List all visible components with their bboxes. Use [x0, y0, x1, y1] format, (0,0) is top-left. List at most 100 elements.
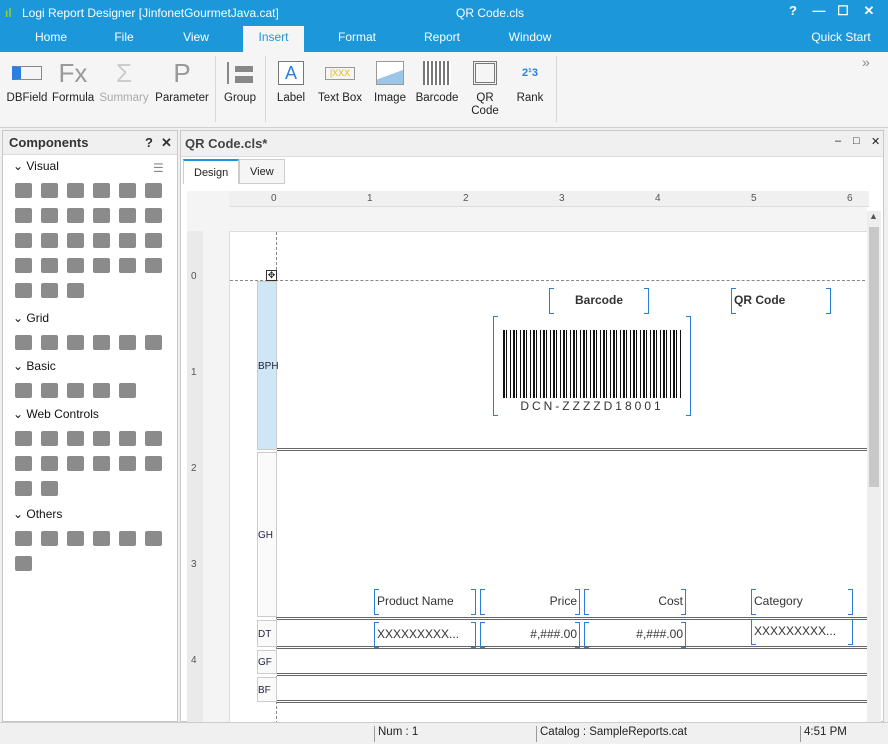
- dbfield-button[interactable]: DBField: [6, 58, 48, 104]
- help-button[interactable]: ?: [789, 3, 797, 18]
- band-divider[interactable]: [277, 673, 870, 676]
- component-icon[interactable]: [41, 183, 58, 198]
- component-icon[interactable]: [93, 335, 110, 350]
- image-button[interactable]: Image: [370, 58, 410, 104]
- barcode-button[interactable]: Barcode: [414, 58, 460, 104]
- component-icon[interactable]: [93, 233, 110, 248]
- column-header-category[interactable]: Category: [751, 589, 853, 615]
- component-icon[interactable]: [41, 383, 58, 398]
- summary-button[interactable]: Σ Summary: [98, 58, 150, 105]
- component-icon[interactable]: [145, 531, 162, 546]
- minimize-button[interactable]: —: [812, 3, 826, 18]
- quick-start-button[interactable]: Quick Start: [811, 30, 871, 44]
- component-icon[interactable]: [41, 456, 58, 471]
- barcode-header-label[interactable]: Barcode: [549, 288, 649, 314]
- component-icon[interactable]: [67, 383, 84, 398]
- tab-format[interactable]: Format: [337, 30, 376, 44]
- formula-button[interactable]: Fx Formula: [52, 58, 94, 105]
- barcode-object[interactable]: DCN-ZZZZD18001: [493, 316, 691, 416]
- textbox-button[interactable]: |XXX Text Box: [315, 58, 365, 104]
- component-icon[interactable]: [15, 431, 32, 446]
- component-icon[interactable]: [15, 283, 32, 298]
- detail-category[interactable]: XXXXXXXXX...: [751, 619, 853, 645]
- component-icon[interactable]: [67, 183, 84, 198]
- component-icon[interactable]: [145, 233, 162, 248]
- component-icon[interactable]: [119, 208, 136, 223]
- component-icon[interactable]: [67, 233, 84, 248]
- section-basic[interactable]: ⌄ Basic: [13, 359, 56, 373]
- component-icon[interactable]: [41, 335, 58, 350]
- component-icon[interactable]: [119, 531, 136, 546]
- component-icon[interactable]: [93, 431, 110, 446]
- component-icon[interactable]: [93, 258, 110, 273]
- component-icon[interactable]: [15, 183, 32, 198]
- component-icon[interactable]: [119, 383, 136, 398]
- component-icon[interactable]: [15, 233, 32, 248]
- tab-file[interactable]: File: [114, 30, 134, 44]
- close-button[interactable]: ✕: [863, 3, 875, 18]
- ribbon-expand-button[interactable]: »: [862, 54, 870, 70]
- band-divider[interactable]: [277, 448, 870, 451]
- component-icon[interactable]: [93, 208, 110, 223]
- component-icon[interactable]: [41, 233, 58, 248]
- component-icon[interactable]: [41, 208, 58, 223]
- group-button[interactable]: Group: [220, 58, 260, 104]
- tab-view[interactable]: View: [239, 159, 285, 184]
- component-icon[interactable]: [15, 456, 32, 471]
- band-label-gh[interactable]: GH: [257, 452, 277, 617]
- band-label-bph[interactable]: BPH: [257, 281, 279, 450]
- doc-close-button[interactable]: ✕: [871, 136, 881, 148]
- component-icon[interactable]: [41, 431, 58, 446]
- detail-price[interactable]: #,###.00: [480, 622, 580, 648]
- component-icon[interactable]: [145, 258, 162, 273]
- component-icon[interactable]: [67, 531, 84, 546]
- tab-design[interactable]: Design: [183, 159, 240, 184]
- label-button[interactable]: A Label: [272, 58, 310, 104]
- doc-maximize-button[interactable]: □: [853, 135, 860, 147]
- component-icon[interactable]: [93, 383, 110, 398]
- component-icon[interactable]: [119, 335, 136, 350]
- band-divider[interactable]: [277, 700, 870, 703]
- band-label-bf[interactable]: BF: [257, 677, 277, 702]
- section-web-controls[interactable]: ⌄ Web Controls: [13, 407, 99, 421]
- move-handle-icon[interactable]: ✥: [266, 270, 277, 281]
- component-icon[interactable]: [119, 456, 136, 471]
- component-icon[interactable]: [67, 283, 84, 298]
- scrollbar-thumb[interactable]: [869, 227, 879, 487]
- component-icon[interactable]: [41, 283, 58, 298]
- band-divider[interactable]: [277, 646, 870, 649]
- help-button[interactable]: ?: [145, 135, 153, 150]
- detail-product-name[interactable]: XXXXXXXXX...: [374, 622, 476, 648]
- column-header-product-name[interactable]: Product Name: [374, 589, 476, 615]
- tab-view[interactable]: View: [183, 30, 209, 44]
- component-icon[interactable]: [15, 335, 32, 350]
- component-icon[interactable]: [15, 383, 32, 398]
- component-icon[interactable]: [15, 531, 32, 546]
- component-icon[interactable]: [15, 556, 32, 571]
- component-icon[interactable]: [119, 233, 136, 248]
- component-icon[interactable]: [41, 258, 58, 273]
- component-icon[interactable]: [41, 481, 58, 496]
- rank-button[interactable]: 2¹3 Rank: [512, 58, 548, 104]
- component-icon[interactable]: [93, 531, 110, 546]
- detail-cost[interactable]: #,###.00: [584, 622, 686, 648]
- component-icon[interactable]: [67, 431, 84, 446]
- doc-minimize-button[interactable]: –: [835, 135, 842, 147]
- parameter-button[interactable]: P Parameter: [154, 58, 210, 105]
- component-icon[interactable]: [145, 335, 162, 350]
- component-icon[interactable]: [119, 258, 136, 273]
- component-icon[interactable]: [15, 258, 32, 273]
- component-icon[interactable]: [119, 183, 136, 198]
- menu-icon[interactable]: ☰: [153, 161, 164, 175]
- tab-window[interactable]: Window: [508, 30, 552, 44]
- component-icon[interactable]: [67, 335, 84, 350]
- column-header-price[interactable]: Price: [480, 589, 580, 615]
- qrcode-header-label[interactable]: QR Code: [731, 288, 831, 314]
- component-icon[interactable]: [119, 431, 136, 446]
- tab-home[interactable]: Home: [34, 30, 67, 44]
- tab-insert[interactable]: Insert: [243, 26, 304, 52]
- section-visual[interactable]: ⌄ Visual: [13, 159, 59, 173]
- qrcode-button[interactable]: QR Code: [465, 58, 505, 118]
- component-icon[interactable]: [145, 456, 162, 471]
- column-header-cost[interactable]: Cost: [584, 589, 686, 615]
